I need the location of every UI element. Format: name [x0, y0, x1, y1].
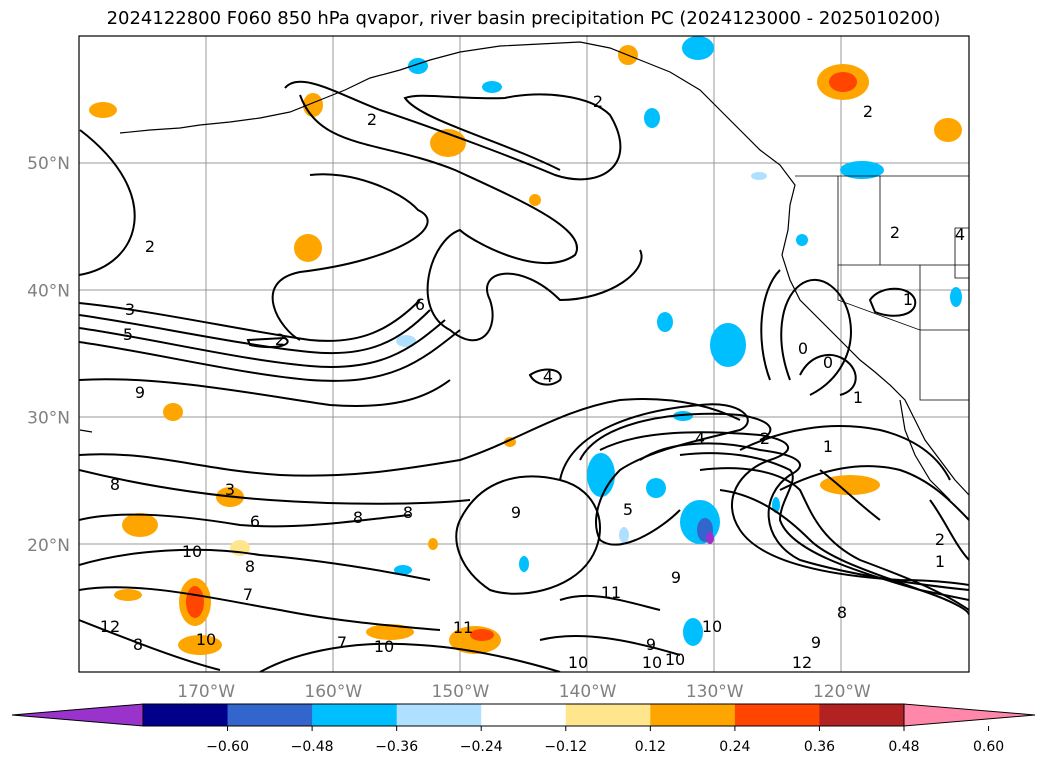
contour-label: 11 [601, 583, 621, 602]
contour-label: 9 [811, 633, 821, 652]
longitude-label: 120°W [813, 682, 871, 702]
contour-label: 8 [353, 508, 363, 527]
contour-label: 1 [823, 437, 833, 456]
contour-label: 10 [642, 653, 662, 672]
contour-label: 10 [182, 542, 202, 561]
longitude-label: 160°W [304, 682, 362, 702]
colorbar-segment [565, 704, 651, 726]
colorbar-extend-high [903, 703, 1036, 727]
contour-label: 12 [100, 617, 120, 636]
colorbar-segment [819, 704, 905, 726]
contour-label: 2 [145, 237, 155, 256]
colorbar-tick-label: −0.24 [460, 739, 503, 755]
map-frame [78, 35, 970, 673]
contour-label: 7 [243, 585, 253, 604]
contour-label: 6 [415, 295, 425, 314]
contour-label: 8 [245, 557, 255, 576]
colorbar-segment [481, 704, 567, 726]
latitude-label: 20°N [27, 536, 70, 556]
contour-label: 2 [275, 330, 285, 349]
contour-label: 1 [903, 290, 913, 309]
colorbar-segment [227, 704, 313, 726]
colorbar-tick-label: 0.60 [973, 739, 1004, 755]
contour-label: 4 [955, 225, 965, 244]
figure-title: 2024122800 F060 850 hPa qvapor, river ba… [106, 8, 941, 29]
colorbar-tick-label: −0.36 [375, 739, 418, 755]
colorbar-tick-label: 0.12 [635, 739, 666, 755]
contour-label: 6 [250, 512, 260, 531]
colorbar-segment [734, 704, 820, 726]
longitude-labels: 170°W 160°W 150°W 140°W 130°W 120°W [177, 682, 871, 702]
longitude-label: 150°W [432, 682, 490, 702]
contour-label: 8 [110, 475, 120, 494]
contour-label: 2 [863, 102, 873, 121]
contour-label: 12 [792, 653, 812, 672]
colorbar-segment [650, 704, 736, 726]
contour-label: 10 [196, 630, 216, 649]
contour-label: 2 [760, 429, 770, 448]
contour-label: 2 [593, 92, 603, 111]
contour-label: 8 [403, 503, 413, 522]
contour-label: 7 [337, 633, 347, 652]
contour-label: 0 [823, 353, 833, 372]
colorbar-tick-label: 0.36 [804, 739, 835, 755]
contour-label: 2 [890, 223, 900, 242]
state-borders [795, 175, 969, 401]
contour-label: 2 [367, 110, 377, 129]
longitude-label: 170°W [177, 682, 235, 702]
colorbar-segment [396, 704, 482, 726]
contour-label: 3 [225, 480, 235, 499]
contour-label: 9 [671, 568, 681, 587]
contour-label: 1 [935, 552, 945, 571]
colorbar: −0.60 −0.48 −0.36 −0.24 −0.12 0.12 0.24 0.36 0.4… [11, 703, 1036, 755]
precip-patches [89, 36, 962, 655]
colorbar-tick-label: −0.60 [206, 739, 249, 755]
coastlines [79, 41, 969, 501]
contour-label: 10 [665, 650, 685, 669]
contour-label: 9 [511, 503, 521, 522]
contour-label: 11 [453, 618, 473, 637]
contour-label: 4 [695, 429, 705, 448]
contour-label: 5 [123, 325, 133, 344]
longitude-label: 140°W [559, 682, 617, 702]
colorbar-tick-label: −0.12 [544, 739, 587, 755]
colorbar-tick-label: 0.24 [719, 739, 750, 755]
contour-label: 4 [543, 367, 553, 386]
latitude-labels: 50°N 40°N 30°N 20°N [27, 154, 70, 556]
colorbar-outline [142, 703, 905, 727]
contour-label: 3 [125, 300, 135, 319]
contour-label: 8 [133, 635, 143, 654]
longitude-label: 130°W [686, 682, 744, 702]
latitude-label: 50°N [27, 154, 70, 174]
colorbar-segment [143, 704, 229, 726]
contour-label: 9 [135, 383, 145, 402]
contour-label: 1 [853, 388, 863, 407]
contour-label: 0 [798, 339, 808, 358]
contour-label: 10 [702, 617, 722, 636]
contour-label: 10 [568, 653, 588, 672]
contour-label: 2 [935, 530, 945, 549]
colorbar-tick-label: −0.48 [291, 739, 334, 755]
latitude-label: 30°N [27, 409, 70, 429]
latitude-label: 40°N [27, 281, 70, 301]
contour-label: 9 [646, 635, 656, 654]
contour-label: 10 [374, 637, 394, 656]
colorbar-extend-low [11, 703, 144, 727]
qvapor-contours [79, 80, 969, 672]
colorbar-tick-label: 0.48 [888, 739, 919, 755]
colorbar-segment [312, 704, 398, 726]
contour-label: 8 [837, 603, 847, 622]
contour-label: 5 [623, 500, 633, 519]
